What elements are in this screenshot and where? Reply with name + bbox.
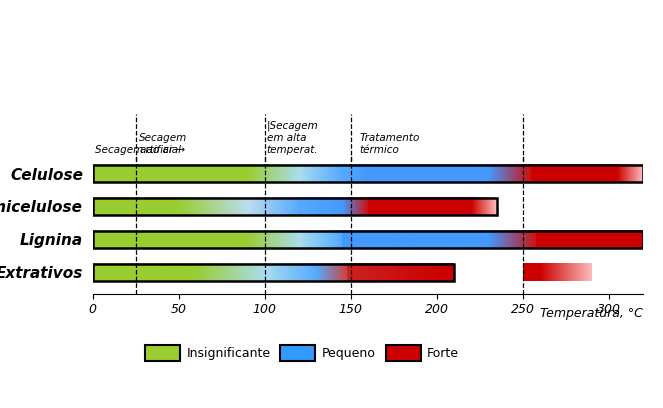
Text: Secagem ao ar →: Secagem ao ar → (95, 145, 185, 155)
Legend: Insignificante, Pequeno, Forte: Insignificante, Pequeno, Forte (140, 339, 464, 366)
Bar (93, 165, 643, 182)
Bar (93, 231, 643, 248)
Bar (522, 264, 591, 281)
Text: Tratamento
térmico: Tratamento térmico (359, 133, 420, 155)
Text: Secagem
artificial: Secagem artificial (139, 133, 188, 155)
Text: |Secagem
em alta
temperat.: |Secagem em alta temperat. (267, 120, 318, 155)
Text: Temperatura, °C: Temperatura, °C (540, 307, 643, 320)
Bar (93, 198, 497, 215)
Bar (93, 264, 454, 281)
